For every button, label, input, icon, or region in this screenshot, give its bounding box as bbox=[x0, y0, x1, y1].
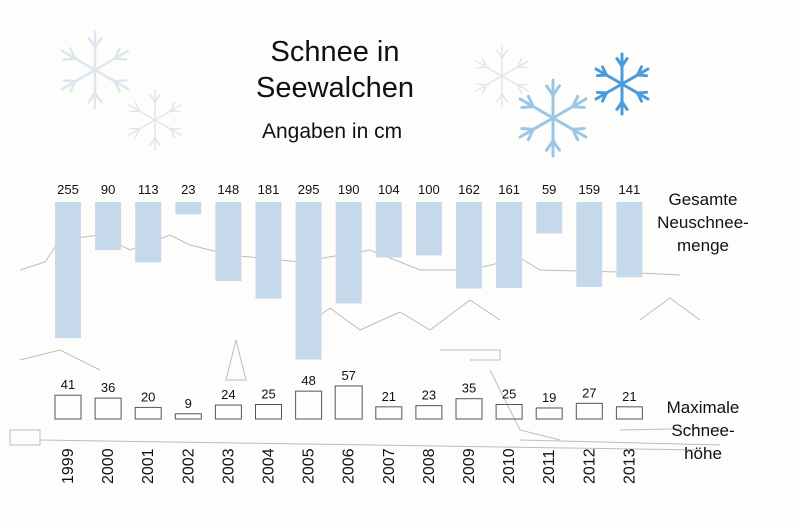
max-depth-label: 57 bbox=[341, 368, 355, 383]
max-depth-box bbox=[375, 406, 403, 420]
snowflake-icon bbox=[518, 78, 588, 158]
year-tick-label: 2002 bbox=[180, 448, 197, 484]
max-depth-box bbox=[575, 402, 603, 420]
max-depth-label: 21 bbox=[382, 389, 396, 404]
year-tick-label: 2003 bbox=[220, 448, 237, 484]
year-tick-label: 2007 bbox=[381, 448, 398, 484]
total-snowfall-label: 255 bbox=[57, 182, 79, 197]
max-depth-box bbox=[255, 404, 282, 420]
max-depth-box bbox=[174, 413, 202, 420]
max-depth-box bbox=[94, 397, 122, 420]
max-depth-label: 23 bbox=[422, 388, 436, 403]
title-line-1: Schnee in bbox=[270, 36, 400, 68]
max-depth-box bbox=[334, 385, 363, 420]
total-snowfall-label: 190 bbox=[338, 182, 360, 197]
max-depth-label: 9 bbox=[185, 396, 192, 411]
snowflake-icon bbox=[594, 52, 650, 116]
total-snowfall-label: 162 bbox=[458, 182, 480, 197]
total-snowfall-bar bbox=[255, 202, 282, 299]
max-depth-label: 41 bbox=[61, 377, 75, 392]
total-snowfall-label: 161 bbox=[498, 182, 520, 197]
total-snowfall-label: 104 bbox=[378, 182, 400, 197]
legend-max-line-3: höhe bbox=[684, 444, 722, 463]
total-snowfall-label: 295 bbox=[298, 182, 320, 197]
title-line-2: Seewalchen bbox=[256, 72, 414, 104]
max-depth-label: 20 bbox=[141, 389, 155, 404]
total-snowfall-bar bbox=[576, 202, 603, 287]
max-depth-label: 48 bbox=[301, 373, 315, 388]
total-snowfall-label: 159 bbox=[578, 182, 600, 197]
total-snowfall-bar bbox=[215, 202, 242, 282]
total-snowfall-label: 181 bbox=[258, 182, 280, 197]
year-tick-label: 2005 bbox=[301, 448, 318, 484]
total-snowfall-bar bbox=[415, 202, 442, 256]
total-snowfall-bar bbox=[95, 202, 122, 251]
year-tick-label: 2011 bbox=[541, 449, 558, 484]
total-snowfall-bar bbox=[135, 202, 162, 263]
total-snowfall-bar bbox=[175, 202, 202, 215]
legend-max-line-1: Maximale bbox=[666, 398, 740, 417]
chart-subtitle: Angaben in cm bbox=[262, 120, 403, 143]
total-snowfall-bar bbox=[536, 202, 563, 234]
legend-max-depth: Maximale Schnee- höhe bbox=[648, 396, 758, 465]
legend-max-line-2: Schnee- bbox=[671, 421, 735, 440]
max-depth-box bbox=[295, 390, 323, 420]
total-snowfall-bar bbox=[55, 202, 81, 339]
total-snowfall-label: 59 bbox=[542, 182, 556, 197]
max-depth-label: 21 bbox=[622, 389, 636, 404]
year-tick-label: 2010 bbox=[501, 448, 518, 484]
total-snowfall-bar bbox=[496, 202, 523, 288]
legend-total-snowfall: Gesamte Neuschnee- menge bbox=[648, 188, 758, 257]
max-depth-box bbox=[415, 405, 443, 420]
year-tick-label: 1999 bbox=[60, 448, 77, 484]
max-depth-box bbox=[54, 394, 82, 420]
total-snowfall-bar bbox=[456, 202, 482, 289]
year-tick-label: 2008 bbox=[421, 448, 438, 484]
max-depth-label: 35 bbox=[462, 381, 476, 396]
total-snowfall-bar bbox=[375, 202, 402, 258]
max-depth-label: 27 bbox=[582, 385, 596, 400]
max-depth-label: 24 bbox=[221, 387, 235, 402]
max-depth-label: 36 bbox=[101, 380, 115, 395]
max-depth-box bbox=[495, 404, 523, 420]
max-depth-box bbox=[134, 406, 162, 420]
total-snowfall-label: 100 bbox=[418, 182, 440, 197]
max-depth-box bbox=[455, 398, 483, 420]
snowflake-icon bbox=[128, 89, 182, 151]
year-tick-label: 2004 bbox=[261, 448, 278, 484]
total-snowfall-bar bbox=[295, 202, 322, 360]
total-snowfall-bar bbox=[335, 202, 362, 304]
legend-total-line-1: Gesamte bbox=[668, 190, 738, 209]
max-depth-label: 25 bbox=[261, 387, 275, 402]
legend-total-line-3: menge bbox=[677, 236, 729, 255]
year-tick-label: 2000 bbox=[100, 448, 117, 484]
total-snowfall-label: 90 bbox=[101, 182, 115, 197]
chart-title: Schnee in Seewalchen bbox=[215, 34, 455, 106]
year-tick-label: 2009 bbox=[461, 448, 478, 484]
max-depth-box bbox=[214, 404, 242, 420]
total-snowfall-label: 141 bbox=[619, 182, 641, 197]
total-snowfall-label: 23 bbox=[181, 182, 195, 197]
total-snowfall-label: 148 bbox=[218, 182, 240, 197]
total-snowfall-bar bbox=[616, 202, 643, 278]
year-tick-label: 2013 bbox=[621, 448, 638, 484]
max-depth-box bbox=[535, 407, 563, 420]
year-tick-label: 2012 bbox=[581, 448, 598, 484]
year-tick-label: 2001 bbox=[140, 448, 157, 484]
total-snowfall-label: 113 bbox=[138, 182, 159, 197]
snowflake-icon bbox=[475, 45, 529, 107]
legend-total-line-2: Neuschnee- bbox=[657, 213, 749, 232]
snowflake-icon bbox=[60, 30, 130, 110]
year-tick-label: 2006 bbox=[341, 448, 358, 484]
max-depth-box bbox=[615, 406, 643, 420]
max-depth-label: 19 bbox=[542, 390, 556, 405]
max-depth-label: 25 bbox=[502, 387, 516, 402]
